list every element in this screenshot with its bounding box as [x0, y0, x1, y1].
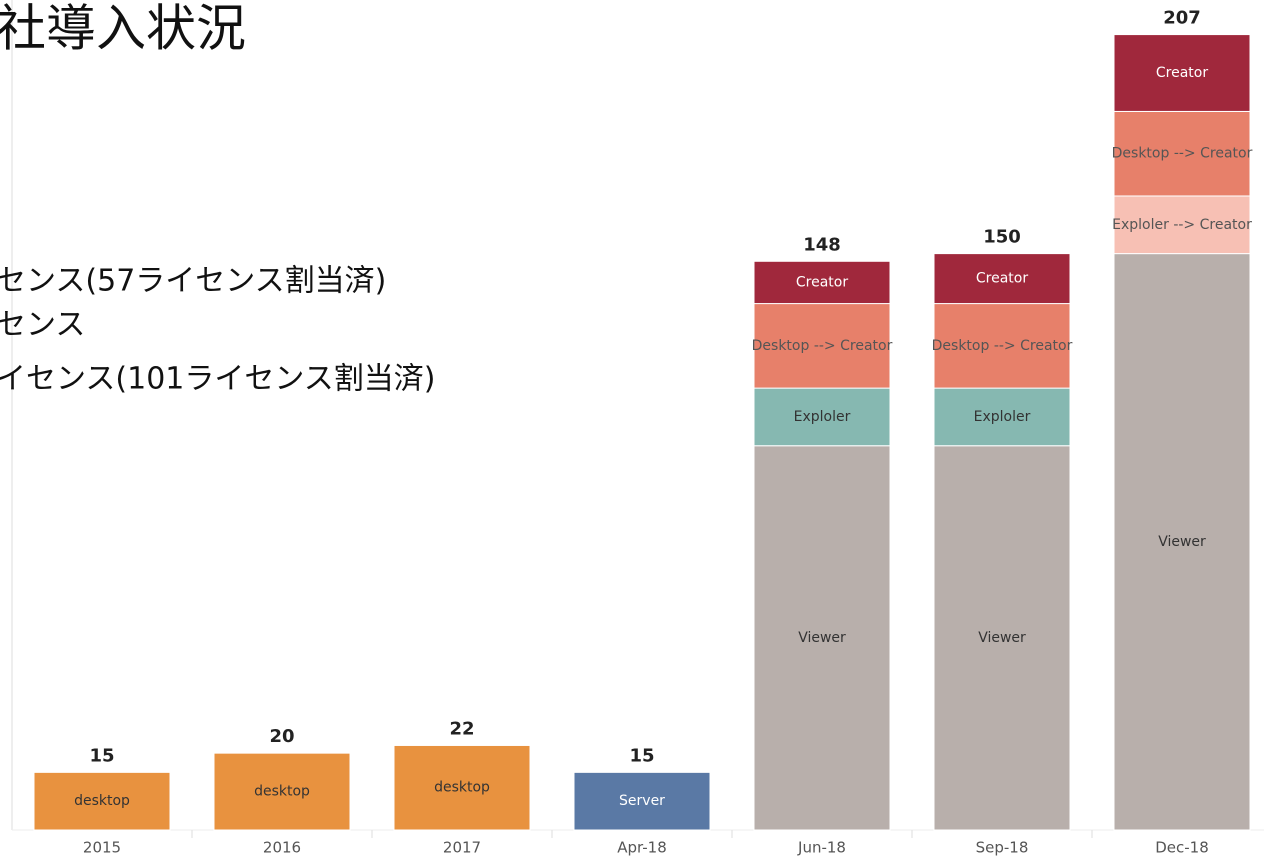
- total-label: 22: [449, 718, 474, 739]
- bar-segment: [933, 253, 1071, 305]
- segment-label: Viewer: [798, 630, 846, 646]
- bar-segment: [753, 387, 891, 447]
- segment-label: Desktop --> Creator: [1112, 146, 1253, 162]
- x-tick-label: 2015: [83, 839, 121, 857]
- bar-segment: [933, 445, 1071, 831]
- x-tick-label: Jun-18: [797, 839, 846, 857]
- x-tick-label: 2016: [263, 839, 301, 857]
- segment-label: Exploler: [794, 409, 851, 425]
- segment-label: Desktop --> Creator: [932, 338, 1073, 354]
- segment-label: Desktop --> Creator: [752, 338, 893, 354]
- annotation: センス(57ライセンス割当済): [0, 264, 386, 299]
- x-tick-label: Sep-18: [976, 839, 1029, 857]
- bar-segment: [1113, 110, 1251, 197]
- total-label: 15: [89, 745, 114, 766]
- segment-label: Exploler --> Creator: [1112, 217, 1252, 233]
- total-label: 148: [803, 234, 841, 255]
- x-tick-label: 2017: [443, 839, 481, 857]
- bar-segment: [213, 752, 351, 831]
- segment-label: Viewer: [1158, 534, 1206, 550]
- bar-segment: [573, 771, 711, 831]
- bar-segment: [933, 387, 1071, 447]
- segment-label: desktop: [434, 780, 490, 796]
- total-label: 207: [1163, 8, 1201, 29]
- annotation: イセンス(101ライセンス割当済): [0, 362, 435, 397]
- bar-segment: [753, 260, 891, 305]
- bar-segment: [1113, 253, 1251, 831]
- total-label: 15: [629, 745, 654, 766]
- bar-segment: [1113, 34, 1251, 112]
- annotation: センス: [0, 308, 85, 343]
- segment-label: Creator: [976, 271, 1028, 287]
- x-tick-label: Apr-18: [617, 839, 667, 857]
- bar-segment: [33, 771, 171, 831]
- segment-label: Creator: [1156, 65, 1208, 81]
- segment-label: Viewer: [978, 630, 1026, 646]
- segment-label: desktop: [74, 793, 130, 809]
- segment-label: Server: [619, 793, 665, 809]
- title: 社導入状況: [0, 0, 246, 58]
- bar-segment: [933, 303, 1071, 389]
- bar-segment: [753, 303, 891, 389]
- segment-label: desktop: [254, 784, 310, 800]
- segment-label: Exploler: [974, 409, 1031, 425]
- total-label: 20: [269, 726, 294, 747]
- x-tick-label: Dec-18: [1155, 839, 1209, 857]
- total-label: 150: [983, 227, 1021, 248]
- bar-segment: [753, 445, 891, 831]
- bar-segment: [393, 744, 531, 831]
- segment-label: Creator: [796, 274, 848, 290]
